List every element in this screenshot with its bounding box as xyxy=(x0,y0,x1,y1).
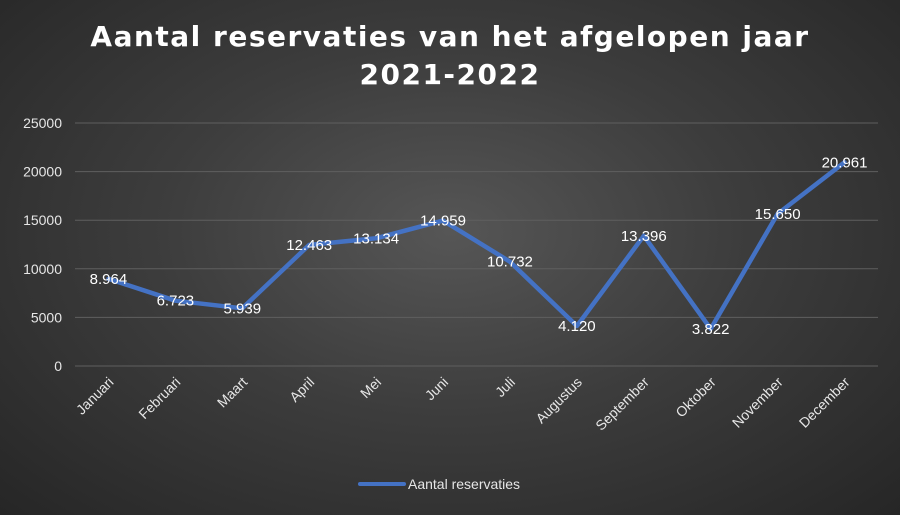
y-tick-label: 20000 xyxy=(23,164,62,180)
x-tick-label: Juli xyxy=(492,374,518,400)
y-tick-label: 0 xyxy=(54,358,62,374)
data-label: 8.964 xyxy=(90,271,128,288)
x-tick-label: September xyxy=(592,374,652,434)
y-tick-label: 10000 xyxy=(23,261,62,277)
x-axis-ticks: Januari Februari Maart April Mei Juni Juli Augu… xyxy=(73,374,853,434)
data-label: 6.723 xyxy=(157,293,195,310)
chart-title-line-2: 2021-2022 xyxy=(359,58,541,91)
x-tick-label: Januari xyxy=(73,374,117,418)
data-labels: 8.964 6.723 5.939 12.463 13.134 14.959 10.732 4… xyxy=(90,154,868,338)
data-label: 14.959 xyxy=(420,213,466,230)
series-line xyxy=(106,160,847,332)
legend: Aantal reservaties xyxy=(358,476,520,492)
x-tick-label: Mei xyxy=(357,374,384,401)
x-tick-label: Oktober xyxy=(672,374,719,421)
x-tick-label: November xyxy=(729,374,786,431)
legend-label: Aantal reservaties xyxy=(408,476,520,492)
x-tick-label: Maart xyxy=(214,374,251,411)
data-label: 4.120 xyxy=(558,318,596,335)
data-label: 13.134 xyxy=(353,230,399,247)
data-label: 20.961 xyxy=(822,154,868,171)
x-tick-label: Juni xyxy=(422,374,451,403)
data-label: 5.939 xyxy=(224,300,262,317)
gridlines xyxy=(75,122,878,367)
y-tick-label: 15000 xyxy=(23,212,62,228)
y-tick-label: 25000 xyxy=(23,115,62,131)
data-label: 12.463 xyxy=(286,237,332,254)
chart-title: Aantal reservaties van het afgelopen jaa… xyxy=(0,18,900,94)
y-tick-label: 5000 xyxy=(31,309,62,325)
chart-title-line-1: Aantal reservaties van het afgelopen jaa… xyxy=(90,20,810,53)
x-tick-label: Augustus xyxy=(532,374,585,427)
data-label: 3.822 xyxy=(692,321,730,338)
x-tick-label: April xyxy=(286,374,317,405)
series-group xyxy=(106,160,847,332)
data-label: 13.396 xyxy=(621,228,667,245)
data-label: 10.732 xyxy=(487,254,533,271)
y-axis-ticks: 0 5000 10000 15000 20000 25000 xyxy=(23,115,62,374)
x-tick-label: Februari xyxy=(135,374,183,422)
data-label: 15.650 xyxy=(755,206,801,223)
x-tick-label: December xyxy=(796,374,853,431)
